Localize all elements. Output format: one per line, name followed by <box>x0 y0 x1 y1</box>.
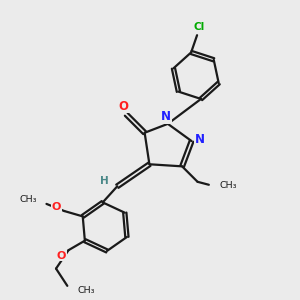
Text: CH₃: CH₃ <box>20 195 37 204</box>
Text: N: N <box>195 133 205 146</box>
Text: O: O <box>52 202 61 212</box>
Text: N: N <box>161 110 171 123</box>
Text: O: O <box>57 250 66 260</box>
Text: CH₃: CH₃ <box>78 286 95 295</box>
Text: CH₃: CH₃ <box>219 181 237 190</box>
Text: O: O <box>119 100 129 112</box>
Text: H: H <box>100 176 109 186</box>
Text: Cl: Cl <box>194 22 205 32</box>
